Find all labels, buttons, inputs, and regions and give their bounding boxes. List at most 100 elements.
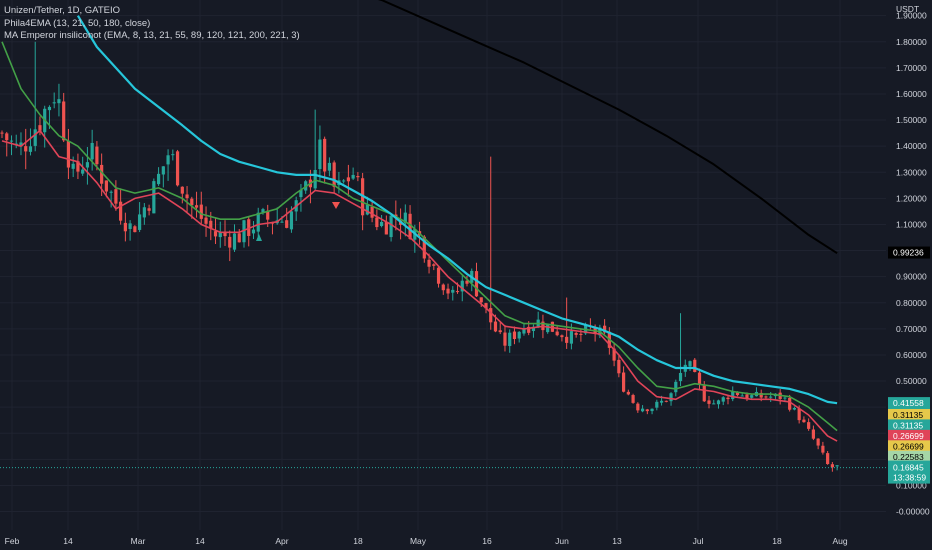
candle bbox=[380, 214, 384, 228]
candle-body bbox=[436, 267, 441, 284]
candle bbox=[403, 204, 407, 237]
candle-body bbox=[631, 395, 635, 403]
grid-layer bbox=[0, 0, 886, 530]
candle-body bbox=[280, 221, 284, 223]
candle-body bbox=[626, 391, 630, 395]
candle bbox=[821, 441, 825, 455]
candle-body bbox=[370, 207, 374, 218]
indicator-phila4ema[interactable]: Phila4EMA (13, 21, 50, 180, close) bbox=[4, 17, 151, 29]
candle-body bbox=[142, 207, 146, 218]
candle bbox=[247, 215, 251, 247]
candle bbox=[251, 221, 256, 240]
candle-body bbox=[750, 395, 754, 398]
candle bbox=[707, 395, 711, 409]
y-tick-label: 1.70000 bbox=[896, 63, 927, 73]
candle-body bbox=[826, 453, 830, 465]
candle bbox=[721, 396, 725, 406]
x-tick-label: May bbox=[410, 536, 427, 546]
candle-body bbox=[479, 297, 483, 303]
candle bbox=[816, 438, 820, 450]
candle-body bbox=[85, 162, 90, 168]
candle bbox=[697, 368, 702, 391]
candle bbox=[802, 416, 806, 423]
candle-body bbox=[190, 198, 194, 206]
candle-body bbox=[735, 391, 740, 396]
candle-body bbox=[574, 332, 578, 335]
candle bbox=[792, 406, 797, 411]
candle bbox=[299, 184, 303, 212]
candle-body bbox=[38, 125, 42, 131]
candle bbox=[451, 286, 455, 301]
candle bbox=[270, 221, 275, 235]
y-tick-label: 0.90000 bbox=[896, 272, 927, 282]
candle-body bbox=[702, 385, 706, 402]
candle-body bbox=[389, 215, 393, 238]
x-tick-label: 18 bbox=[353, 536, 363, 546]
price-tag-label: 0.99236 bbox=[893, 248, 924, 258]
candle bbox=[199, 191, 203, 225]
time-axis[interactable]: Feb 14 Mar 14 Apr 18 May 16 Jun 13 Jul 18 Aug bbox=[5, 536, 848, 546]
candle-body bbox=[365, 204, 369, 215]
symbol-title[interactable]: Unizen/Tether, 1D, GATEIO bbox=[4, 5, 120, 16]
candle bbox=[43, 105, 47, 148]
price-tag-label: 0.31135 bbox=[893, 410, 923, 420]
candle bbox=[242, 219, 246, 248]
candle-body bbox=[455, 291, 460, 293]
candle bbox=[712, 399, 716, 405]
candle-body bbox=[318, 139, 322, 170]
candle-body bbox=[228, 236, 232, 248]
candle-body bbox=[133, 226, 137, 233]
candle bbox=[24, 128, 28, 170]
ema-line-ema-13 bbox=[1, 129, 838, 442]
candle bbox=[156, 167, 161, 186]
candle-body bbox=[242, 220, 246, 243]
y-tick-label: 1.40000 bbox=[896, 141, 927, 151]
candle-body bbox=[451, 289, 455, 293]
price-tag-bg bbox=[888, 440, 930, 453]
candle bbox=[351, 167, 355, 181]
candle bbox=[650, 408, 654, 415]
y-tick-label: 1.30000 bbox=[896, 167, 927, 177]
candle-body bbox=[380, 221, 384, 227]
candle-body bbox=[427, 259, 431, 267]
candle-body bbox=[821, 445, 825, 453]
candle bbox=[546, 323, 550, 334]
candle-body bbox=[152, 181, 156, 214]
y-tick-label: 1.20000 bbox=[896, 193, 927, 203]
candle-body bbox=[740, 395, 744, 397]
candle bbox=[85, 146, 90, 185]
candle-body bbox=[256, 212, 260, 232]
price-tag-label: 0.41558 bbox=[893, 398, 924, 408]
candle bbox=[498, 322, 502, 335]
candle-body bbox=[223, 232, 227, 237]
candle-body bbox=[123, 222, 127, 232]
candle-body bbox=[797, 408, 801, 421]
candle-body bbox=[512, 331, 517, 340]
x-tick-label: 13 bbox=[612, 536, 622, 546]
candle bbox=[66, 128, 71, 180]
ema-line-ema-180 bbox=[377, 0, 838, 255]
candle-body bbox=[441, 284, 445, 291]
candle bbox=[674, 379, 678, 397]
candle bbox=[830, 462, 834, 472]
candle-body bbox=[19, 142, 23, 147]
candle-body bbox=[156, 173, 161, 185]
indicator-ma-emperor[interactable]: MA Emperor insiliconot (EMA, 8, 13, 21, … bbox=[4, 30, 300, 41]
sell-signal-marker bbox=[332, 202, 340, 209]
candle bbox=[256, 207, 260, 238]
candle-body bbox=[213, 231, 218, 237]
candle bbox=[323, 136, 327, 184]
candle bbox=[645, 408, 649, 415]
candle bbox=[631, 393, 635, 404]
price-tag-label: 0.31135 bbox=[893, 420, 923, 430]
candle bbox=[114, 180, 118, 211]
y-tick-label: 0.60000 bbox=[896, 350, 927, 360]
candle-body bbox=[546, 323, 550, 333]
candle bbox=[731, 386, 735, 402]
ema-lines-layer bbox=[1, 0, 838, 442]
x-tick-label: Aug bbox=[832, 536, 847, 546]
candle-body bbox=[9, 140, 14, 142]
candle bbox=[180, 186, 184, 204]
